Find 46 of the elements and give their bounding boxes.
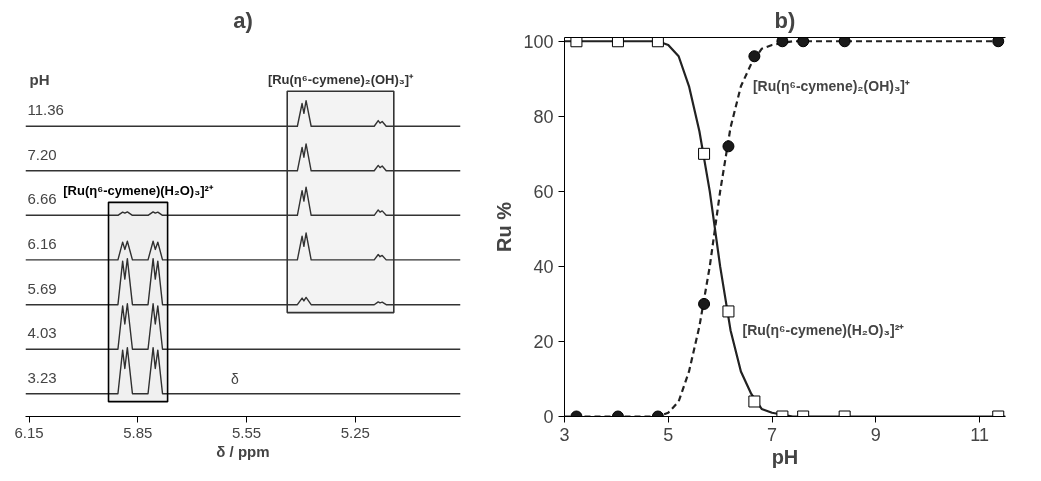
y-tick-label: 100 [523, 31, 554, 52]
x-tick-label: 11 [970, 424, 989, 445]
point [698, 147, 711, 160]
x-tick-label: 5 [663, 424, 674, 445]
x-tick-label: 5.55 [232, 423, 262, 441]
legend-title: pH [29, 71, 50, 89]
series-label: 4.03 [27, 324, 57, 342]
x-tick-label: 9 [870, 424, 881, 445]
x-axis-title: δ / ppm [216, 442, 270, 460]
y-tick-label: 60 [533, 181, 554, 202]
point [776, 37, 789, 48]
point [651, 37, 664, 48]
point [722, 140, 735, 153]
y-tick-label: 20 [533, 331, 554, 352]
point [992, 37, 1005, 48]
chart-title: a) [233, 7, 253, 33]
series-label: 6.66 [27, 190, 57, 208]
series-label: 5.69 [27, 279, 57, 297]
band-label: [Ru(η⁶-cymene)(H₂O)₃]²⁺ [63, 182, 214, 198]
y-tick-label: 80 [533, 106, 554, 127]
point [698, 297, 711, 310]
series-label: 3.23 [27, 368, 57, 386]
point [797, 37, 810, 48]
series-label: 7.20 [27, 145, 57, 163]
series-label: 11.36 [27, 101, 64, 119]
point [570, 37, 583, 48]
annotation: [Ru(η⁶-cymene)(H₂O)₃]²⁺ [742, 322, 905, 339]
x-tick-label: 5.25 [340, 423, 370, 441]
x-tick-label: 5.85 [123, 423, 153, 441]
y-axis-title: Ru % [493, 201, 516, 252]
band-label: [Ru(η⁶-cymene)₂(OH)₃]⁺ [267, 71, 415, 87]
x-tick-label: 3 [559, 424, 570, 445]
x-tick-label: 7 [767, 424, 778, 445]
x-tick-label: 6.15 [14, 423, 44, 441]
line-series [564, 40, 1006, 417]
series-label: 6.16 [27, 234, 57, 252]
x-axis-title: pH [771, 445, 799, 468]
annotation: [Ru(η⁶-cymene)₂(OH)₃]⁺ [752, 78, 911, 95]
annotation: δ [231, 370, 240, 387]
y-tick-label: 40 [533, 256, 554, 277]
point [838, 37, 851, 48]
point [611, 37, 624, 48]
y-tick-label: 0 [543, 407, 554, 427]
point [722, 305, 735, 318]
point [748, 50, 761, 63]
chart-title: b) [774, 7, 796, 33]
